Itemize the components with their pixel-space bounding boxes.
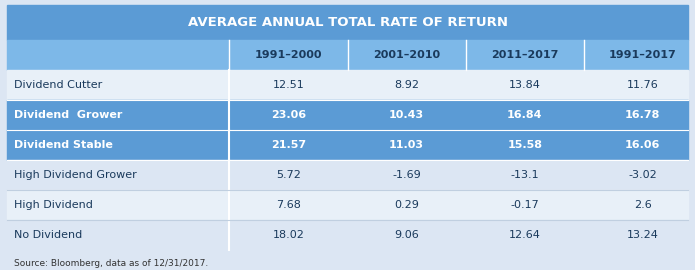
Bar <box>7 190 688 220</box>
Text: 2011–2017: 2011–2017 <box>491 50 558 60</box>
Text: 21.57: 21.57 <box>271 140 306 150</box>
Text: -3.02: -3.02 <box>628 170 657 180</box>
Bar <box>7 100 688 130</box>
Bar <box>7 70 688 100</box>
Text: 1991–2000: 1991–2000 <box>254 50 322 60</box>
Text: 11.76: 11.76 <box>627 80 659 90</box>
Text: No Dividend: No Dividend <box>14 230 82 240</box>
Text: 10.43: 10.43 <box>389 110 424 120</box>
Text: 12.64: 12.64 <box>509 230 541 240</box>
Text: High Dividend: High Dividend <box>14 200 92 210</box>
Text: Source: Bloomberg, data as of 12/31/2017.: Source: Bloomberg, data as of 12/31/2017… <box>14 259 208 268</box>
Text: Dividend  Grower: Dividend Grower <box>14 110 122 120</box>
Text: 16.84: 16.84 <box>507 110 543 120</box>
Bar <box>7 160 688 190</box>
Text: 7.68: 7.68 <box>276 200 301 210</box>
Bar <box>7 5 688 40</box>
Text: Dividend Stable: Dividend Stable <box>14 140 113 150</box>
Text: 15.58: 15.58 <box>507 140 542 150</box>
Text: 2.6: 2.6 <box>634 200 652 210</box>
Text: 5.72: 5.72 <box>276 170 301 180</box>
Text: 2001–2010: 2001–2010 <box>373 50 440 60</box>
Text: 18.02: 18.02 <box>272 230 304 240</box>
Text: 13.84: 13.84 <box>509 80 541 90</box>
Text: 13.24: 13.24 <box>627 230 659 240</box>
Text: 11.03: 11.03 <box>389 140 424 150</box>
Text: 9.06: 9.06 <box>394 230 419 240</box>
Text: AVERAGE ANNUAL TOTAL RATE OF RETURN: AVERAGE ANNUAL TOTAL RATE OF RETURN <box>188 16 507 29</box>
Text: Dividend Cutter: Dividend Cutter <box>14 80 102 90</box>
Text: -13.1: -13.1 <box>510 170 539 180</box>
Text: -1.69: -1.69 <box>392 170 421 180</box>
Text: 0.29: 0.29 <box>394 200 419 210</box>
Text: 16.78: 16.78 <box>626 110 660 120</box>
Text: 23.06: 23.06 <box>271 110 306 120</box>
Text: 16.06: 16.06 <box>626 140 660 150</box>
Bar <box>7 40 688 70</box>
Text: -0.17: -0.17 <box>510 200 539 210</box>
Text: 1991–2017: 1991–2017 <box>609 50 677 60</box>
Text: 12.51: 12.51 <box>272 80 304 90</box>
Text: 8.92: 8.92 <box>394 80 419 90</box>
Text: High Dividend Grower: High Dividend Grower <box>14 170 137 180</box>
Bar <box>7 130 688 160</box>
Bar <box>7 220 688 251</box>
